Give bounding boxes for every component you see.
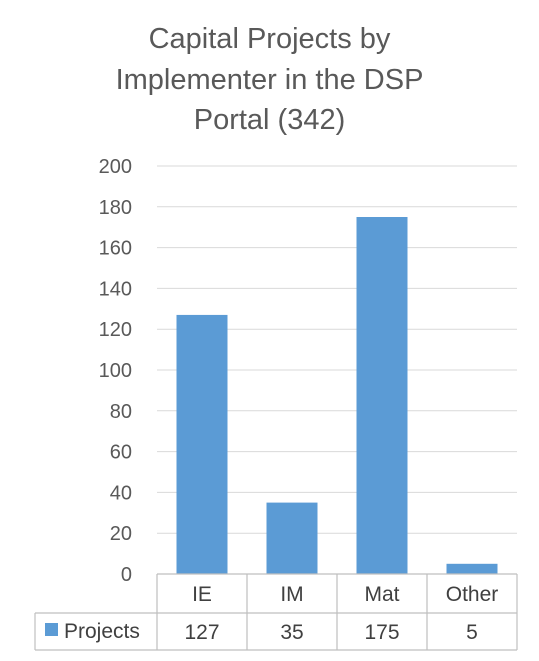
x-category-label: Other bbox=[446, 583, 499, 606]
y-tick-label: 60 bbox=[110, 442, 132, 464]
y-tick-label: 120 bbox=[99, 319, 132, 341]
data-value-label: 35 bbox=[280, 621, 303, 644]
y-tick-label: 20 bbox=[110, 523, 132, 545]
x-category-label: IE bbox=[192, 583, 212, 606]
legend-swatch bbox=[45, 623, 58, 636]
y-tick-label: 100 bbox=[99, 360, 132, 382]
chart-title-line: Portal (342) bbox=[194, 104, 346, 136]
chart-title-line: Implementer in the DSP bbox=[116, 64, 424, 96]
chart-title: Capital Projects by Implementer in the DS… bbox=[116, 23, 424, 136]
data-value-label: 175 bbox=[364, 621, 399, 644]
y-tick-label: 0 bbox=[121, 564, 132, 586]
y-tick-label: 80 bbox=[110, 401, 132, 423]
bar-ie bbox=[176, 314, 228, 574]
chart-title-line: Capital Projects by bbox=[149, 23, 391, 55]
bars bbox=[176, 217, 498, 574]
x-category-label: IM bbox=[280, 583, 303, 606]
data-table: IE IM Mat Other Projects 127 35 175 5 bbox=[34, 573, 518, 651]
bar-other bbox=[446, 563, 498, 574]
x-category-label: Mat bbox=[364, 583, 399, 606]
data-value-label: 5 bbox=[466, 621, 478, 644]
y-tick-label: 200 bbox=[99, 156, 132, 178]
y-tick-label: 160 bbox=[99, 238, 132, 260]
data-value-label: 127 bbox=[184, 621, 219, 644]
bar-im bbox=[266, 502, 318, 574]
y-tick-label: 180 bbox=[99, 197, 132, 219]
bar-mat bbox=[356, 217, 408, 574]
y-axis-ticks: 0 20 40 60 80 100 120 140 160 180 200 bbox=[99, 156, 132, 586]
y-tick-label: 40 bbox=[110, 482, 132, 504]
y-tick-label: 140 bbox=[99, 278, 132, 300]
legend-label: Projects bbox=[64, 620, 140, 643]
